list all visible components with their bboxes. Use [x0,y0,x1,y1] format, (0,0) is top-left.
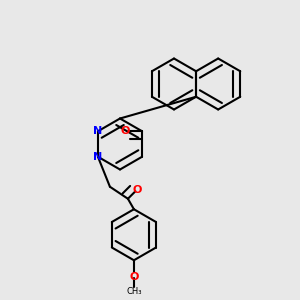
Text: O: O [121,126,130,136]
Text: CH₃: CH₃ [126,287,142,296]
Text: N: N [93,152,103,162]
Text: N: N [93,126,103,136]
Text: O: O [129,272,139,282]
Text: O: O [132,185,142,195]
